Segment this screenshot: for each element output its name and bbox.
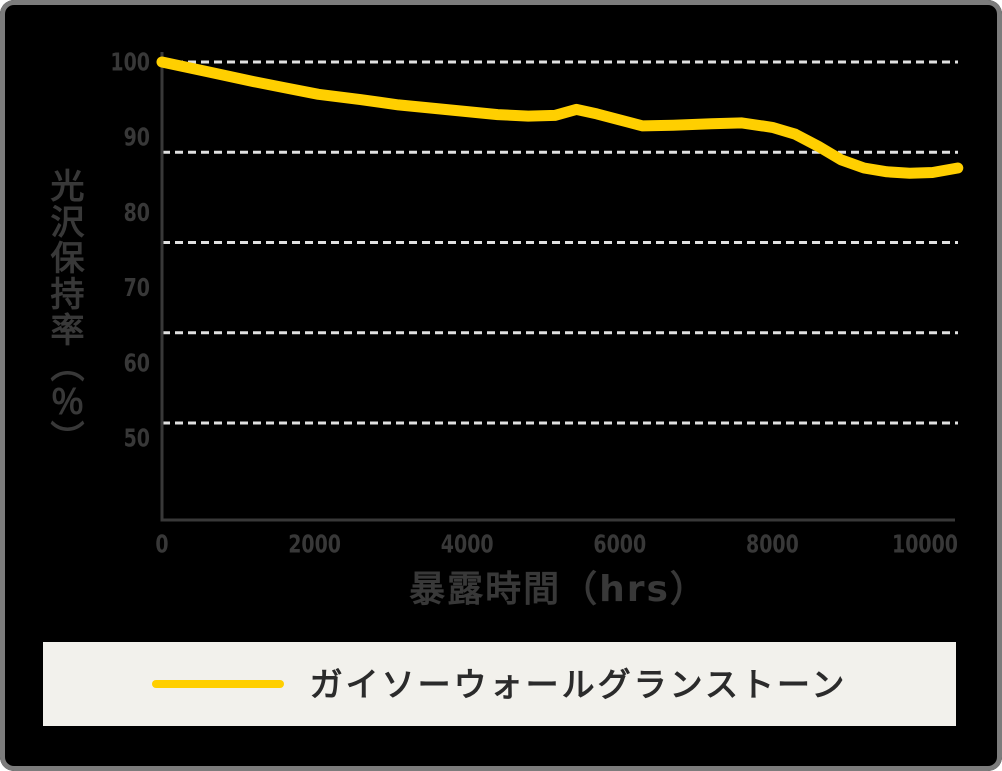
x-tick-4000: 4000 bbox=[441, 530, 494, 559]
y-tick-70: 70 bbox=[124, 273, 150, 302]
y-axis-tick-labels: 100 90 80 70 60 50 bbox=[110, 48, 150, 453]
y-tick-100: 100 bbox=[110, 48, 150, 77]
x-tick-8000: 8000 bbox=[746, 530, 799, 559]
axes bbox=[160, 52, 955, 522]
x-tick-0: 0 bbox=[155, 530, 168, 559]
legend-label: ガイソーウォールグランストーン bbox=[309, 664, 848, 704]
x-axis-title: 暴露時間（hrs） bbox=[409, 569, 708, 610]
y-axis-title: 光沢保持率（％） bbox=[44, 168, 84, 456]
series-lines bbox=[156, 56, 964, 179]
y-tick-60: 60 bbox=[124, 348, 150, 377]
x-tick-2000: 2000 bbox=[288, 530, 341, 559]
legend: ガイソーウォールグランストーン bbox=[43, 642, 956, 726]
legend-line-swatch bbox=[151, 680, 284, 688]
y-tick-50: 50 bbox=[124, 424, 150, 453]
x-tick-6000: 6000 bbox=[593, 530, 646, 559]
y-tick-90: 90 bbox=[124, 123, 150, 152]
x-tick-10000: 10000 bbox=[892, 530, 958, 559]
x-axis-tick-labels: 0 2000 4000 6000 8000 10000 bbox=[155, 530, 958, 559]
series-line-0 bbox=[156, 56, 964, 179]
y-tick-80: 80 bbox=[124, 198, 150, 227]
